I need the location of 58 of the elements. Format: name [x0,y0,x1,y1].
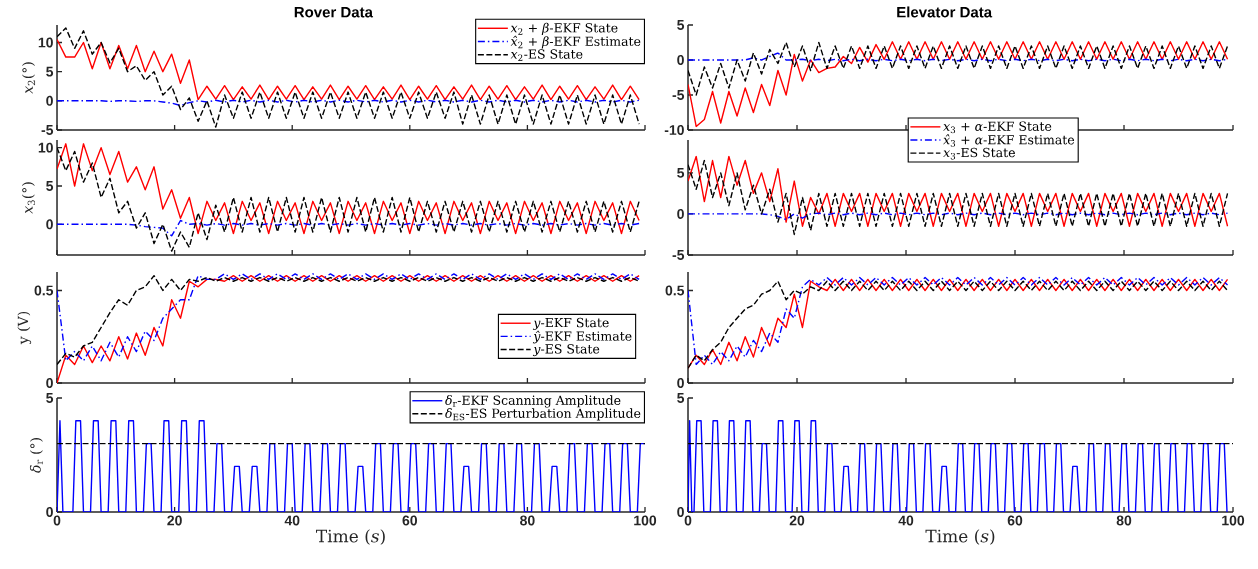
y-axis-title: x$_{2}$(°) [22,62,36,94]
y-tick-label: 0 [677,208,684,219]
y-tick-label: 5 [46,66,54,77]
y-tick-label: 5 [46,181,54,191]
line-series [688,41,1229,96]
x-tick-label: 60 [402,515,418,526]
y-tick-label: 0.5 [34,285,54,296]
y-tick-label: 0 [677,507,684,517]
legend-label: y-ES State [532,344,600,357]
x-tick-label: 80 [520,515,535,526]
legend-label: ŷ-EKF Estimate [532,330,632,344]
chart-title: Elevator Data [897,6,993,18]
x-axis-title: Time (s) [925,529,995,545]
y-tick-label: 5 [677,167,685,178]
y-axis-title: δ$_{r}$ (°) [29,438,43,473]
legend-label: x$_{3}$ + α-EKF State [943,121,1052,134]
line-series [57,143,640,235]
x-tick-label: 0 [684,515,692,526]
y-tick-label: 0 [677,55,684,65]
x-axis-title: Time (s) [316,529,385,545]
y-axis-title: y (V) [17,311,32,345]
x-tick-label: 100 [634,515,657,526]
x-tick-label: 20 [789,515,805,526]
y-tick-label: 10 [38,142,53,153]
legend-label: x$_{3}$-ES State [943,147,1015,160]
y-axis-title: x$_{3}$(°) [21,182,36,214]
legend-label: y-EKF State [532,317,609,330]
line-series [688,159,1229,236]
line-series [688,420,1228,512]
legend-label: δ$_{ES}$-ES Perturbation Amplitude [445,408,641,421]
legend-label: x̂$_{2}$ + β-EKF Estimate [510,35,641,49]
y-tick-label: -10 [664,125,684,135]
x-tick-label: 60 [1007,515,1023,526]
y-tick-label: 0 [46,95,53,106]
legend-label: x$_{2}$-ES State [510,49,583,61]
line-series [57,274,640,383]
y-tick-label: 0 [46,378,53,388]
y-tick-label: 0 [46,219,53,230]
y-tick-label: 0 [46,507,53,517]
y-tick-label: 5 [46,393,54,403]
legend-label: δ$_{r}$-EKF Scanning Amplitude [445,395,621,408]
y-tick-label: -5 [672,250,685,260]
x-tick-label: 40 [284,515,300,526]
y-tick-label: 5 [677,20,685,30]
x-tick-label: 40 [898,515,914,526]
x-tick-label: 100 [1222,515,1245,526]
legend-label: x̂$_{3}$ + α-EKF Estimate [943,134,1075,147]
y-tick-label: -5 [672,90,685,100]
legend-label: x$_{2}$ + β-EKF State [510,22,618,35]
y-tick-label: -5 [41,125,54,135]
x-tick-label: 80 [1116,515,1132,526]
x-tick-label: 20 [167,515,182,526]
y-tick-label: 0.5 [665,285,685,296]
chart-title: Rover Data [294,6,374,18]
y-tick-label: 10 [38,37,53,48]
y-tick-label: 5 [677,393,685,403]
y-tick-label: 0 [677,378,684,388]
x-tick-label: 0 [53,515,61,526]
